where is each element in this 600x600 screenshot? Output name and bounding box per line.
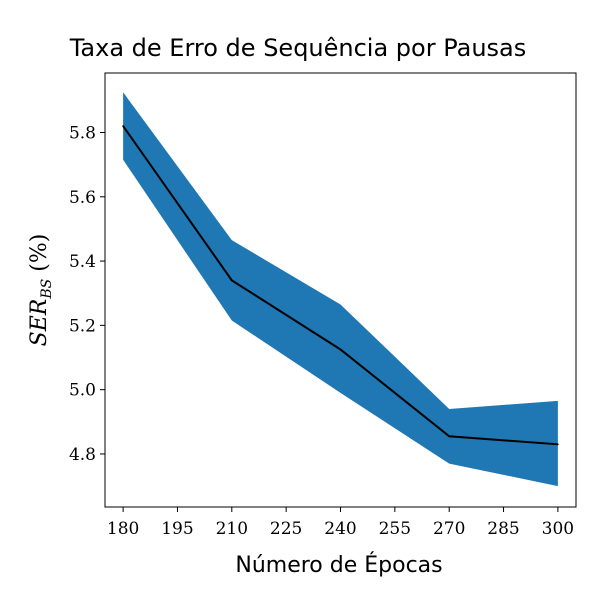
y-tick-label: 5.0 <box>69 381 96 401</box>
chart-title: Taxa de Erro de Sequência por Pausas <box>69 34 527 62</box>
plot-area <box>122 92 559 487</box>
y-tick-label: 5.8 <box>69 123 96 143</box>
data-point <box>448 435 450 438</box>
data-point <box>557 443 559 446</box>
x-tick-label: 210 <box>216 519 248 539</box>
data-point <box>339 348 342 351</box>
y-tick-label: 5.2 <box>69 316 96 336</box>
y-tick-label: 4.8 <box>69 445 96 465</box>
x-tick-label: 195 <box>161 519 193 539</box>
x-axis: 180 195 210 225 240 255 270 285 300 <box>107 507 574 539</box>
y-axis-label: SERBS (%) <box>27 234 55 347</box>
confidence-band-0 <box>123 92 558 487</box>
y-tick-label: 5.4 <box>69 252 96 272</box>
data-point <box>231 279 233 282</box>
x-tick-label: 285 <box>487 519 519 539</box>
x-tick-label: 225 <box>270 519 302 539</box>
y-axis: 4.8 5.0 5.2 5.4 5.6 5.8 <box>69 123 105 465</box>
x-tick-label: 300 <box>542 519 574 539</box>
y-tick-label: 5.6 <box>69 188 96 208</box>
x-tick-label: 180 <box>107 519 139 539</box>
x-axis-label: Número de Épocas <box>235 552 442 578</box>
x-tick-label: 255 <box>379 519 411 539</box>
x-tick-label: 270 <box>433 519 465 539</box>
x-tick-label: 240 <box>324 519 356 539</box>
series-line-0 <box>122 125 558 446</box>
data-point <box>122 125 124 127</box>
